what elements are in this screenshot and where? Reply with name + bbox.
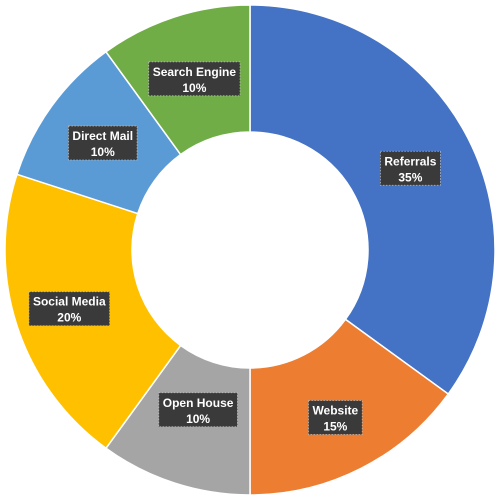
label-referrals: Referrals 35%: [379, 150, 441, 186]
slice-label-value: 20%: [57, 311, 81, 325]
slice-label-value: 10%: [91, 145, 115, 159]
slice-label-box: [28, 291, 111, 327]
label-direct-mail: Direct Mail 10%: [68, 125, 138, 161]
label-search-engine: Search Engine 10%: [148, 61, 241, 97]
slice-label-name: Open House: [163, 396, 234, 410]
slice-label-box: [148, 61, 241, 97]
slice-label-value: 15%: [323, 420, 347, 434]
donut-slices: [4, 4, 496, 496]
label-open-house: Open House 10%: [158, 392, 238, 428]
slice-label-box: [379, 150, 441, 186]
slice-label-value: 10%: [186, 412, 210, 426]
label-website: Website 15%: [308, 400, 363, 435]
slice-label-name: Direct Mail: [72, 129, 133, 143]
slice-label-value: 35%: [398, 170, 422, 184]
slice-label-box: [158, 392, 238, 428]
slice-labels: Referrals 35% Website 15% Open House 10% Socia…: [28, 61, 441, 435]
slice-referrals: [249, 4, 496, 396]
slice-label-name: Social Media: [33, 295, 106, 309]
slice-label-value: 10%: [182, 81, 206, 95]
slice-label-name: Website: [312, 404, 358, 418]
slice-label-box: [308, 400, 363, 435]
slice-label-name: Referrals: [384, 154, 436, 168]
slice-label-box: [68, 125, 138, 161]
slice-label-name: Search Engine: [153, 65, 237, 79]
label-social-media: Social Media 20%: [28, 291, 111, 327]
